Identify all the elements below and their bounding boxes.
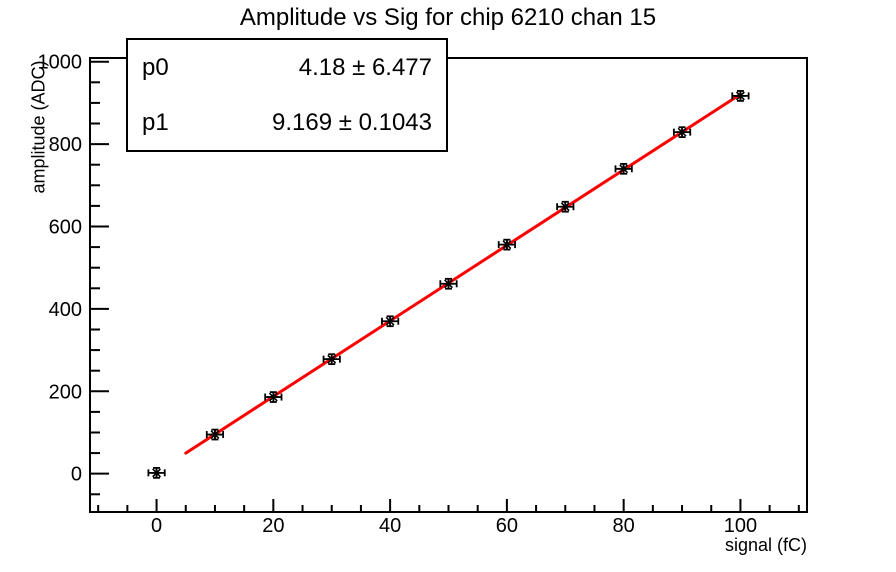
data-point-30fc xyxy=(322,353,341,365)
plot-frame xyxy=(89,57,808,513)
x-tick-label: 100 xyxy=(724,515,757,537)
y-tick-label: 600 xyxy=(49,216,82,238)
marker-asterisk xyxy=(619,164,629,174)
data-point-0fc xyxy=(147,467,166,479)
marker-asterisk xyxy=(152,468,162,478)
data-point-70fc xyxy=(556,200,575,213)
y-tick-label: 400 xyxy=(49,299,82,321)
marker-asterisk xyxy=(444,279,453,289)
param-name-p0: p0 xyxy=(142,53,169,81)
y-tick-label: 0 xyxy=(71,464,82,486)
fit-stats-box: p0 4.18 ± 6.477 p1 9.169 ± 0.1043 xyxy=(126,38,448,152)
data-point-50fc xyxy=(439,277,458,290)
y-axis-title: amplitude (ADC) xyxy=(28,60,49,194)
chart-title: Amplitude vs Sig for chip 6210 chan 15 xyxy=(239,4,657,31)
stats-row-p1: p1 9.169 ± 0.1043 xyxy=(128,109,446,137)
x-axis-title: signal (fC) xyxy=(724,535,807,555)
param-value-p0: 4.18 ± 6.477 xyxy=(298,53,432,81)
marker-asterisk xyxy=(502,240,512,250)
data-point-40fc xyxy=(381,315,400,328)
marker-asterisk xyxy=(560,202,570,212)
data-point-90fc xyxy=(672,126,692,138)
param-value-p1: 9.169 ± 0.1043 xyxy=(272,108,432,136)
y-tick-label: 200 xyxy=(49,381,82,403)
data-point-10fc xyxy=(205,428,225,441)
x-tick-label: 40 xyxy=(379,515,401,537)
x-tick-label: 20 xyxy=(262,515,284,537)
marker-asterisk xyxy=(210,430,220,440)
marker-asterisk xyxy=(677,127,687,137)
data-point-80fc xyxy=(614,162,633,175)
marker-asterisk xyxy=(385,316,395,326)
data-point-100fc xyxy=(731,90,750,102)
y-tick-label: 800 xyxy=(49,134,82,156)
fit-line xyxy=(184,92,742,455)
param-name-p1: p1 xyxy=(142,108,169,136)
marker-asterisk xyxy=(268,392,278,402)
x-tick-label: 80 xyxy=(613,515,635,537)
x-tick-label: 0 xyxy=(151,515,162,537)
stats-row-p0: p0 4.18 ± 6.477 xyxy=(128,54,446,82)
marker-asterisk xyxy=(327,354,337,364)
marker-asterisk xyxy=(735,91,745,101)
data-point-60fc xyxy=(497,238,516,251)
x-tick-label: 60 xyxy=(496,515,518,537)
y-tick-label: 1000 xyxy=(38,52,83,74)
data-point-20fc xyxy=(264,391,283,403)
